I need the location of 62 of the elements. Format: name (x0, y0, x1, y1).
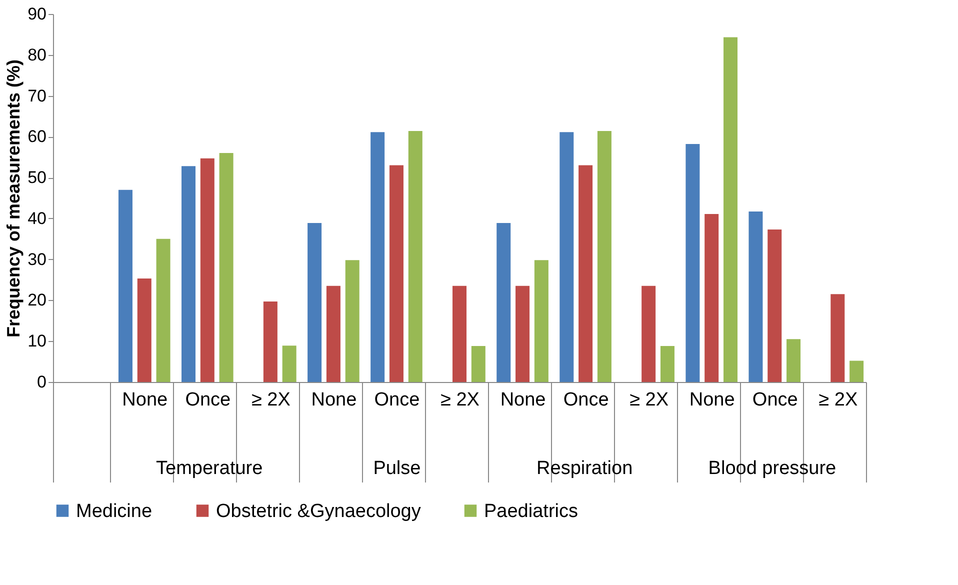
bar (560, 132, 574, 382)
x-tick-label: None (311, 390, 357, 410)
bar (642, 286, 656, 382)
bar (768, 229, 782, 382)
bar (597, 130, 612, 382)
bar (516, 286, 530, 382)
bar (389, 165, 404, 382)
x-tick-label: ≥ 2X (818, 390, 858, 410)
x-tick-label: ≥ 2X (630, 390, 669, 410)
bar (182, 166, 196, 382)
y-tick-label: 70 (28, 86, 46, 106)
x-tick-label: None (122, 390, 168, 410)
bar (686, 144, 700, 382)
x-tick-label: None (689, 390, 735, 410)
bar (704, 214, 719, 382)
legend-label: Paediatrics (484, 500, 578, 522)
bar (471, 346, 486, 382)
y-tick-label: 90 (28, 4, 46, 24)
text: Respiration (536, 458, 633, 479)
y-axis-title: Frequency of measurements (%) (4, 59, 24, 338)
bar (219, 153, 234, 382)
bar (534, 260, 548, 382)
y-tick-label: 20 (28, 290, 46, 310)
y-tick-label: 0 (37, 372, 46, 392)
bar (748, 211, 763, 382)
bar (724, 37, 738, 382)
y-tick-label: 50 (28, 168, 46, 188)
text: Blood pressure (708, 458, 836, 479)
text: Pulse (373, 458, 421, 479)
bar (118, 190, 132, 382)
y-tick-label: 80 (28, 45, 46, 64)
bar (578, 165, 593, 382)
x-tick-label: Once (185, 390, 231, 410)
bar (830, 294, 845, 382)
y-tick-label: 10 (28, 332, 46, 351)
y-tick-label: 60 (28, 127, 46, 146)
y-tick-label: 30 (28, 250, 46, 269)
bar (137, 278, 152, 382)
bar (408, 130, 422, 382)
text: Temperature (156, 458, 263, 479)
x-tick-label: None (500, 390, 546, 410)
legend-label: Medicine (76, 500, 152, 522)
bar (308, 222, 322, 382)
bar (496, 222, 511, 382)
x-tick-label: ≥ 2X (251, 390, 291, 410)
x-tick-label: ≥ 2X (440, 390, 480, 410)
bar (326, 286, 340, 382)
bar (452, 286, 466, 382)
bar (660, 346, 674, 382)
bar (850, 360, 864, 382)
bar (263, 301, 278, 382)
x-tick-label: Once (563, 390, 609, 410)
y-tick-label: 40 (28, 208, 46, 228)
bar (345, 260, 360, 382)
bar (200, 158, 214, 382)
x-tick-label: Once (374, 390, 420, 410)
x-tick-label: Once (752, 390, 798, 410)
bar (786, 339, 801, 382)
bar (282, 346, 296, 382)
bar (156, 238, 170, 382)
legend-label: Obstetric &Gynaecology (216, 500, 422, 522)
bar (370, 132, 385, 382)
